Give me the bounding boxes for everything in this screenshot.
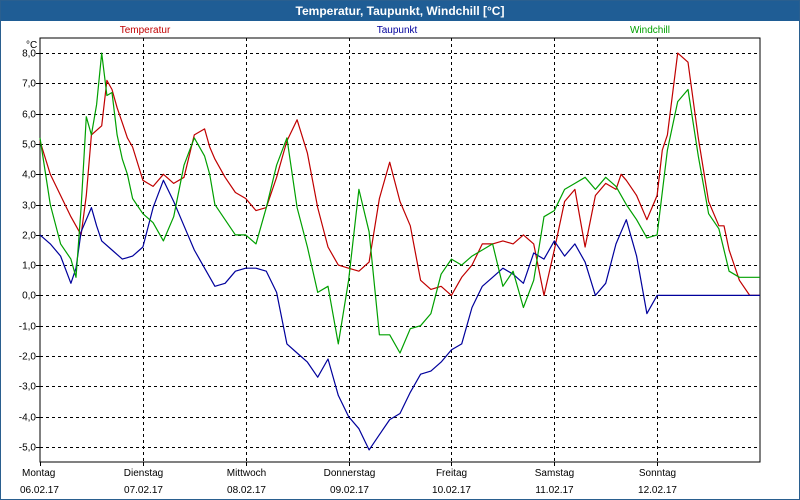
x-tick-day-label: Samstag: [535, 468, 574, 479]
series-line-temperatur: [39, 52, 760, 296]
y-tick-label: 8,0: [22, 49, 36, 60]
y-tick-label: -4,0: [19, 413, 37, 424]
y-tick-label: -2,0: [19, 352, 37, 363]
y-tick-label: -5,0: [19, 443, 37, 454]
legend-entry-taupunkt: Taupunkt: [377, 25, 418, 36]
x-tick-date-label: 06.02.17: [20, 485, 59, 496]
x-tick-day-label: Donnerstag: [324, 468, 376, 479]
x-tick-day-label: Sonntag: [639, 468, 676, 479]
x-tick-day-label: Dienstag: [124, 468, 163, 479]
x-tick-date-label: 10.02.17: [432, 485, 471, 496]
window-title: Temperatur, Taupunkt, Windchill [°C]: [1, 1, 799, 21]
y-tick-label: -3,0: [19, 382, 37, 393]
y-tick-label: 6,0: [22, 110, 36, 121]
y-tick-label: 0,0: [22, 291, 36, 302]
y-tick-label: 3,0: [22, 201, 36, 212]
x-tick-date-label: 07.02.17: [124, 485, 163, 496]
x-tick-date-label: 08.02.17: [227, 485, 266, 496]
plot-frame: [39, 37, 761, 463]
x-tick-date-label: 11.02.17: [535, 485, 574, 496]
y-tick-label: 4,0: [22, 170, 36, 181]
y-tick-label: 7,0: [22, 79, 36, 90]
x-tick-date-label: 12.02.17: [638, 485, 677, 496]
y-tick-label: 5,0: [22, 140, 36, 151]
x-tick-day-label: Montag: [22, 468, 55, 479]
legend-entry-windchill: Windchill: [630, 25, 670, 36]
x-tick-day-label: Mittwoch: [227, 468, 266, 479]
y-tick-label: 2,0: [22, 231, 36, 242]
legend-entry-temperatur: Temperatur: [120, 25, 171, 36]
x-tick-date-label: 09.02.17: [330, 485, 369, 496]
y-tick-label: 1,0: [22, 261, 36, 272]
series-line-taupunkt: [39, 179, 760, 451]
y-axis-label: °C: [26, 40, 37, 51]
y-tick-label: -1,0: [19, 322, 37, 333]
series-line-windchill: [39, 52, 760, 354]
x-tick-day-label: Freitag: [436, 468, 467, 479]
